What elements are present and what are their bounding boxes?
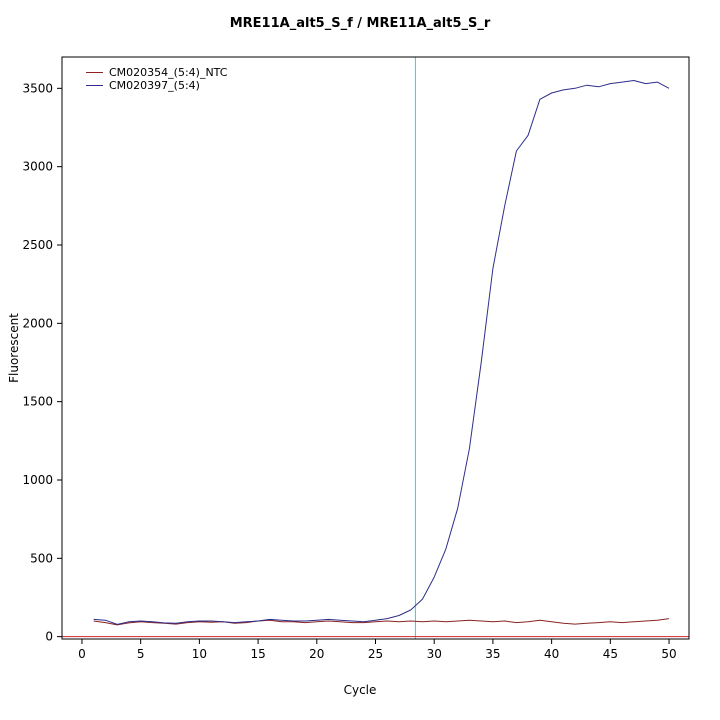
y-tick-label: 2000 — [22, 316, 53, 330]
y-tick-label: 1000 — [22, 473, 53, 487]
x-tick-label: 25 — [368, 647, 383, 661]
series-line-0 — [93, 618, 670, 626]
legend-line-ntc — [86, 72, 103, 73]
x-tick-label: 40 — [544, 647, 559, 661]
legend: CM020354_(5:4)_NTC CM020397_(5:4) — [86, 66, 227, 92]
y-tick-label: 500 — [30, 551, 53, 565]
legend-label-sample: CM020397_(5:4) — [109, 79, 200, 92]
x-tick-label: 15 — [250, 647, 265, 661]
x-tick-label: 35 — [485, 647, 500, 661]
x-axis-label: Cycle — [343, 683, 377, 697]
x-tick-label: 20 — [309, 647, 324, 661]
x-tick-label: 50 — [661, 647, 676, 661]
x-tick-label: 0 — [78, 647, 86, 661]
y-axis-label: Fluorescent — [7, 313, 21, 383]
y-tick-label: 3500 — [22, 81, 53, 95]
x-tick-label: 10 — [192, 647, 207, 661]
legend-item-ntc: CM020354_(5:4)_NTC — [86, 66, 227, 79]
series-line-1 — [93, 80, 670, 625]
y-tick-label: 1500 — [22, 395, 53, 409]
x-tick-label: 5 — [137, 647, 145, 661]
legend-line-sample — [86, 85, 103, 86]
y-tick-label: 2500 — [22, 238, 53, 252]
chart-title: MRE11A_alt5_S_f / MRE11A_alt5_S_r — [229, 16, 491, 31]
legend-label-ntc: CM020354_(5:4)_NTC — [109, 66, 228, 79]
plot-box — [61, 56, 690, 640]
x-tick-label: 45 — [603, 647, 618, 661]
y-tick-label: 3000 — [22, 160, 53, 174]
y-tick-label: 0 — [45, 630, 53, 644]
legend-item-sample: CM020397_(5:4) — [86, 79, 227, 92]
x-tick-label: 30 — [427, 647, 442, 661]
